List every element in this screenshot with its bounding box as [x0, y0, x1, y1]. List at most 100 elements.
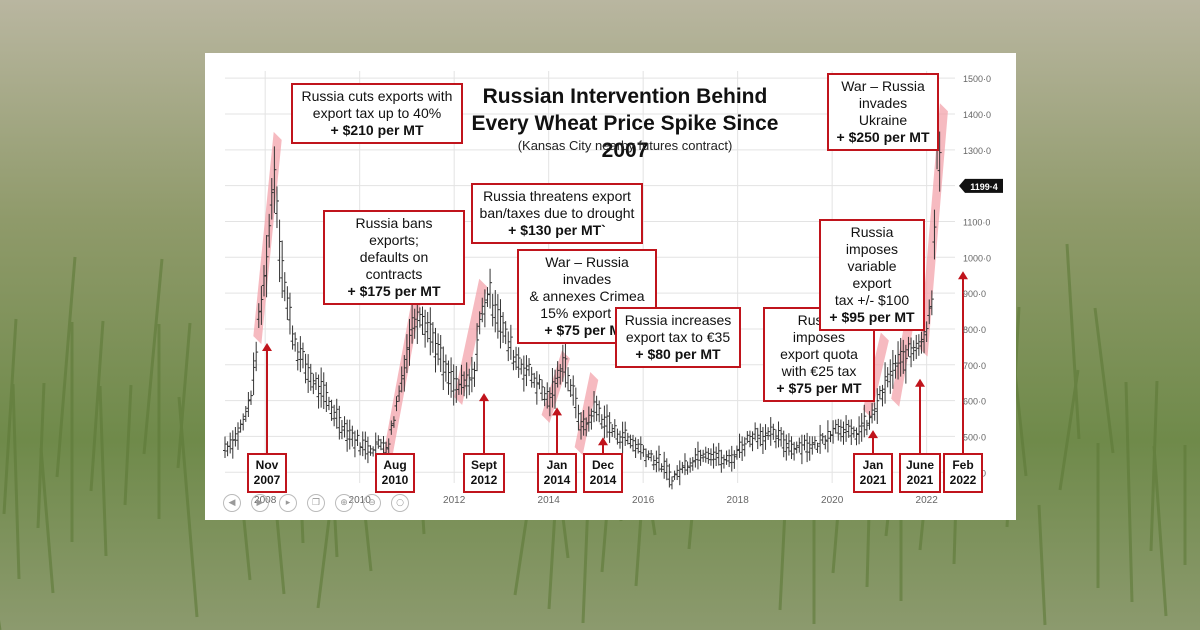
date-text: Feb — [952, 458, 974, 472]
event-date: Feb 2022 — [943, 453, 983, 493]
date-text: Aug — [383, 458, 407, 472]
date-text: 2014 — [589, 473, 617, 487]
callout-text: Russia bans exports; — [355, 215, 433, 248]
highlight-band — [253, 131, 282, 345]
event-arrow-head — [958, 271, 968, 280]
callout-impact: + $80 per MT — [635, 346, 721, 362]
y-tick-label: 1300·0 — [963, 146, 991, 156]
event-callout: Russia imposes variable export tax +/- $10… — [819, 219, 925, 331]
event-callout: War – Russia invades Ukraine + $250 per MT — [827, 73, 939, 151]
wheat-stalk — [89, 320, 105, 492]
last-price-marker: 1199·4 — [959, 178, 1003, 193]
x-tick-label: 2022 — [916, 495, 939, 506]
price-bars — [223, 111, 942, 490]
event-arrow-head — [262, 342, 272, 351]
callout-text: invades Ukraine — [858, 95, 908, 128]
callout-text: variable export — [847, 258, 897, 291]
wheat-stalk — [1149, 380, 1159, 552]
wheat-stalk — [36, 382, 46, 529]
wheat-stalk — [1152, 445, 1168, 617]
event-date: Sept 2012 — [463, 453, 505, 493]
callout-impact: + $210 per MT — [330, 122, 424, 138]
date-text: Jan — [862, 458, 884, 472]
callout-impact: + $250 per MT — [836, 129, 930, 145]
wheat-stalk — [142, 258, 164, 455]
callout-text: 15% export tax — [540, 305, 634, 321]
wheat-stalk — [1093, 307, 1115, 454]
callout-text: & annexes Crimea — [529, 288, 645, 304]
y-tick-label: 700·0 — [963, 361, 986, 371]
x-axis: 2008 2010 2012 2014 2016 2018 2020 2022 — [254, 495, 938, 506]
y-tick-label: 1400·0 — [963, 110, 991, 120]
event-date: Nov 2007 — [247, 453, 287, 493]
callout-impact: + $130 per MT` — [508, 222, 606, 238]
callout-impact: + $175 per MT — [347, 283, 441, 299]
event-callout: Russia bans exports; defaults on contract… — [323, 210, 465, 305]
callout-text: Russia cuts exports with — [301, 88, 453, 104]
event-arrow-head — [598, 437, 608, 446]
callout-text: with €25 tax — [781, 363, 857, 379]
x-tick-label: 2016 — [632, 495, 655, 506]
wheat-stalk — [1124, 381, 1134, 603]
date-text: 2014 — [543, 473, 571, 487]
callout-text: export tax to €35 — [625, 329, 731, 345]
y-tick-label: 500·0 — [963, 432, 986, 442]
x-tick-label: 2018 — [727, 495, 750, 506]
event-arrow-head — [479, 393, 489, 402]
wheat-stalk — [11, 383, 21, 580]
highlight-band — [919, 103, 948, 357]
play-icon[interactable]: ▶ — [251, 494, 269, 512]
wheat-stalk — [177, 396, 199, 618]
callout-text: Russia imposes — [845, 224, 899, 257]
last-price-tag — [959, 178, 1003, 193]
event-callout: Russia increases export tax to €35 + $80 p… — [615, 307, 741, 368]
last-price-label: 1199·4 — [970, 182, 998, 192]
event-date: Dec 2014 — [583, 453, 623, 493]
callout-impact: + $95 per MT — [829, 309, 915, 325]
callout-text: tax +/- $100 — [834, 292, 910, 308]
date-text: Jan — [546, 458, 568, 472]
rewind-icon[interactable]: ◀ — [223, 494, 241, 512]
wheat-stalk — [39, 447, 55, 594]
callout-text: export quota — [780, 346, 858, 362]
y-axis: 400·0500·0600·0700·0800·0900·01000·01100… — [963, 74, 991, 478]
copy-icon[interactable]: ❐ — [307, 494, 325, 512]
fast-forward-icon[interactable]: ▸ — [279, 494, 297, 512]
chart-panel: 400·0500·0600·0700·0800·0900·01000·01100… — [205, 53, 1016, 520]
callout-text: defaults on contracts — [359, 249, 429, 282]
event-arrow-head — [915, 378, 925, 387]
chart-subtitle: (Kansas City nearby futures contract) — [517, 138, 733, 153]
zoom-in-icon[interactable]: ⊕ — [335, 494, 353, 512]
date-text: Dec — [591, 458, 614, 472]
event-date: Jan 2021 — [853, 453, 893, 493]
event-callout: Russia cuts exports with export tax up to… — [291, 83, 463, 144]
callout-text: ban/taxes due to drought — [479, 205, 635, 221]
event-date: Jan 2014 — [537, 453, 577, 493]
chart-title: Russian Intervention Behind Every Wheat … — [471, 85, 779, 162]
event-arrow-head — [552, 407, 562, 416]
reset-icon[interactable]: ○ — [391, 494, 409, 512]
callout-text: War – Russia — [841, 78, 925, 94]
callout-text: export tax up to 40% — [312, 105, 442, 121]
date-text: June — [905, 458, 934, 472]
zoom-out-icon[interactable]: ⊖ — [363, 494, 381, 512]
callout-text: War – Russia invades — [545, 254, 629, 287]
highlight-band — [454, 278, 488, 406]
event-date: Aug 2010 — [375, 453, 415, 493]
x-tick-label: 2012 — [443, 495, 466, 506]
wheat-price-chart: 400·0500·0600·0700·0800·0900·01000·01100… — [223, 71, 1003, 506]
event-date: June 2021 — [899, 453, 941, 493]
callout-impact: + $75 per MT — [776, 380, 862, 396]
date-text: Nov — [255, 458, 279, 472]
wheat-stalk — [55, 256, 77, 478]
wheat-stalk — [98, 385, 108, 557]
wheat-stalk — [1037, 504, 1047, 626]
y-tick-label: 1500·0 — [963, 74, 991, 84]
date-text: 2021 — [906, 473, 934, 487]
date-text: 2010 — [381, 473, 409, 487]
wheat-stalk — [123, 384, 133, 506]
date-text: 2007 — [253, 473, 281, 487]
x-tick-label: 2010 — [349, 495, 372, 506]
x-tick-label: 2014 — [538, 495, 561, 506]
event-callout: Russia threatens export ban/taxes due to … — [471, 183, 643, 244]
